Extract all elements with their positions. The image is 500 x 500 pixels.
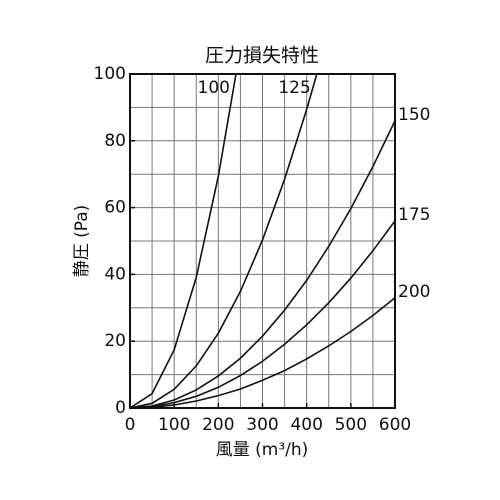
x-tick-label: 600 (379, 415, 411, 435)
chart-title: 圧力損失特性 (205, 45, 319, 67)
y-tick-label: 100 (94, 64, 126, 84)
x-tick-label: 100 (158, 415, 190, 435)
y-tick-label: 40 (104, 264, 126, 284)
y-tick-label: 80 (104, 131, 126, 151)
x-axis-label: 風量 (m³/h) (216, 440, 309, 460)
y-tick-label: 20 (104, 331, 126, 351)
plot-frame (129, 73, 396, 409)
series-label: 200 (398, 282, 430, 302)
x-tick-label: 200 (202, 415, 234, 435)
x-tick-label: 400 (290, 415, 322, 435)
series-label: 175 (398, 205, 430, 225)
x-tick-label: 0 (125, 415, 136, 435)
y-tick-label: 0 (115, 398, 126, 418)
series-label: 100 (198, 78, 230, 98)
series-line (129, 73, 318, 409)
y-tick-label: 60 (104, 198, 126, 218)
series-label: 150 (398, 105, 430, 125)
x-tick-label: 300 (246, 415, 278, 435)
series-line (129, 120, 396, 409)
series-line (129, 297, 396, 409)
series-line (129, 73, 237, 409)
y-axis-label: 静圧 (Pa) (72, 205, 92, 278)
series-label: 125 (278, 78, 310, 98)
series-line (129, 220, 396, 409)
x-tick-label: 500 (335, 415, 367, 435)
